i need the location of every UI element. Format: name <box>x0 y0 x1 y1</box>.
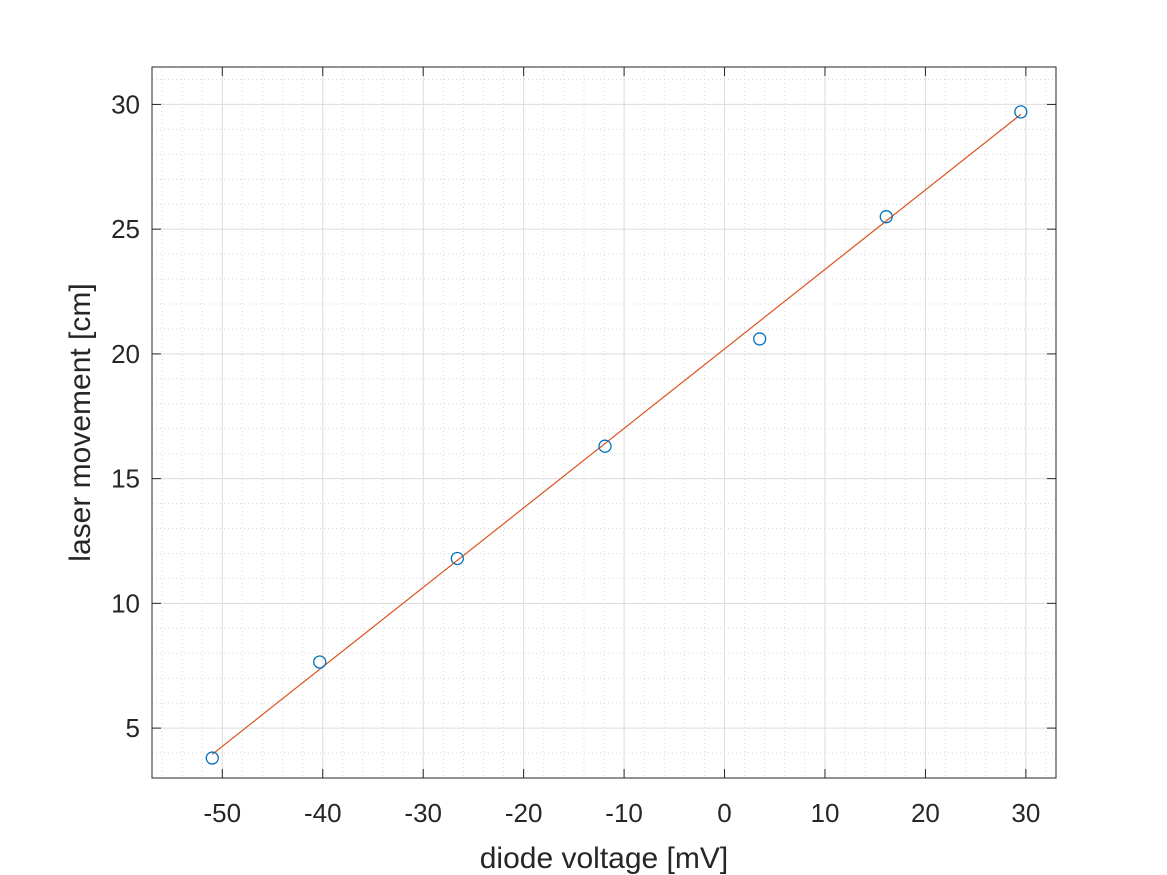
y-tick-label: 15 <box>111 464 140 494</box>
plot-frame <box>151 66 1057 779</box>
data-point <box>313 655 327 669</box>
minor-grid <box>152 67 1056 779</box>
x-tick-label: -10 <box>605 798 643 828</box>
axis-ticks <box>152 67 1056 778</box>
x-tick-label: 30 <box>1011 798 1040 828</box>
major-grid <box>152 67 1056 778</box>
data-point <box>1014 105 1028 119</box>
data-point <box>879 210 893 224</box>
x-tick-label: 10 <box>811 798 840 828</box>
x-axis-label: diode voltage [mV] <box>480 842 728 875</box>
y-tick-label: 20 <box>111 339 140 369</box>
y-tick-label: 25 <box>111 214 140 244</box>
data-point <box>753 332 767 346</box>
tick-labels: -50 -40 -30 -20 -10 0 10 20 30 5 10 15 20 25 30 <box>111 89 1040 828</box>
y-tick-label: 5 <box>126 713 140 743</box>
x-tick-label: 0 <box>717 798 731 828</box>
fit-line <box>211 113 1022 755</box>
y-tick-label: 30 <box>111 89 140 119</box>
data-point <box>598 439 612 453</box>
x-tick-label: -20 <box>505 798 543 828</box>
x-tick-label: -40 <box>304 798 342 828</box>
series-layer <box>205 105 1028 765</box>
data-point <box>450 551 465 566</box>
x-tick-label: -50 <box>204 798 242 828</box>
y-tick-label: 10 <box>111 588 140 618</box>
x-tick-label: 20 <box>911 798 940 828</box>
data-point <box>205 751 219 765</box>
x-tick-label: -30 <box>404 798 442 828</box>
y-axis-label: laser movement [cm] <box>64 283 97 561</box>
